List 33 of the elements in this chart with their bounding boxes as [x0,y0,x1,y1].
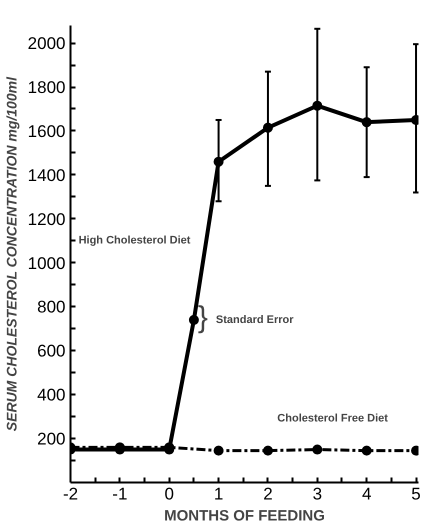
y-tick-label: 1200 [28,210,66,229]
x-tick-label: -2 [62,484,78,504]
y-tick-label: 1400 [28,166,66,185]
point [362,446,372,456]
x-tick-label: 2 [263,484,273,504]
x-tick-label: 1 [214,484,224,504]
x-tick-label: 4 [362,484,372,504]
x-axis-title: MONTHS OF FEEDING [164,508,325,524]
y-tick-label: 1000 [28,254,66,273]
y-tick-label: 2000 [28,34,66,54]
annotation: Standard Error [216,314,294,326]
y-tick-label: 1800 [28,78,66,98]
point [262,122,273,133]
point [214,156,224,167]
point [188,314,199,325]
point [262,446,273,456]
point [362,117,372,128]
x-tick-label: -1 [112,484,128,504]
y-tick-label: 400 [37,386,66,405]
point [214,446,224,456]
annotation: } [198,300,208,334]
y-tick-label: 200 [37,430,66,449]
x-tick-label: 3 [312,484,322,504]
y-axis-title: SERUM CHOLESTEROL CONCENTRATION mg/100ml [4,76,20,432]
y-tick-label: 1600 [28,122,66,141]
x-tick-label: 0 [164,484,174,504]
x-tick-label: 5 [411,484,421,504]
y-tick-label: 800 [37,298,66,317]
y-tick-label: 600 [37,342,66,361]
point [312,444,322,455]
text: Cholesterol Free Diet [277,412,388,425]
point [312,100,322,111]
series-label: High Cholesterol Diet [78,234,191,247]
